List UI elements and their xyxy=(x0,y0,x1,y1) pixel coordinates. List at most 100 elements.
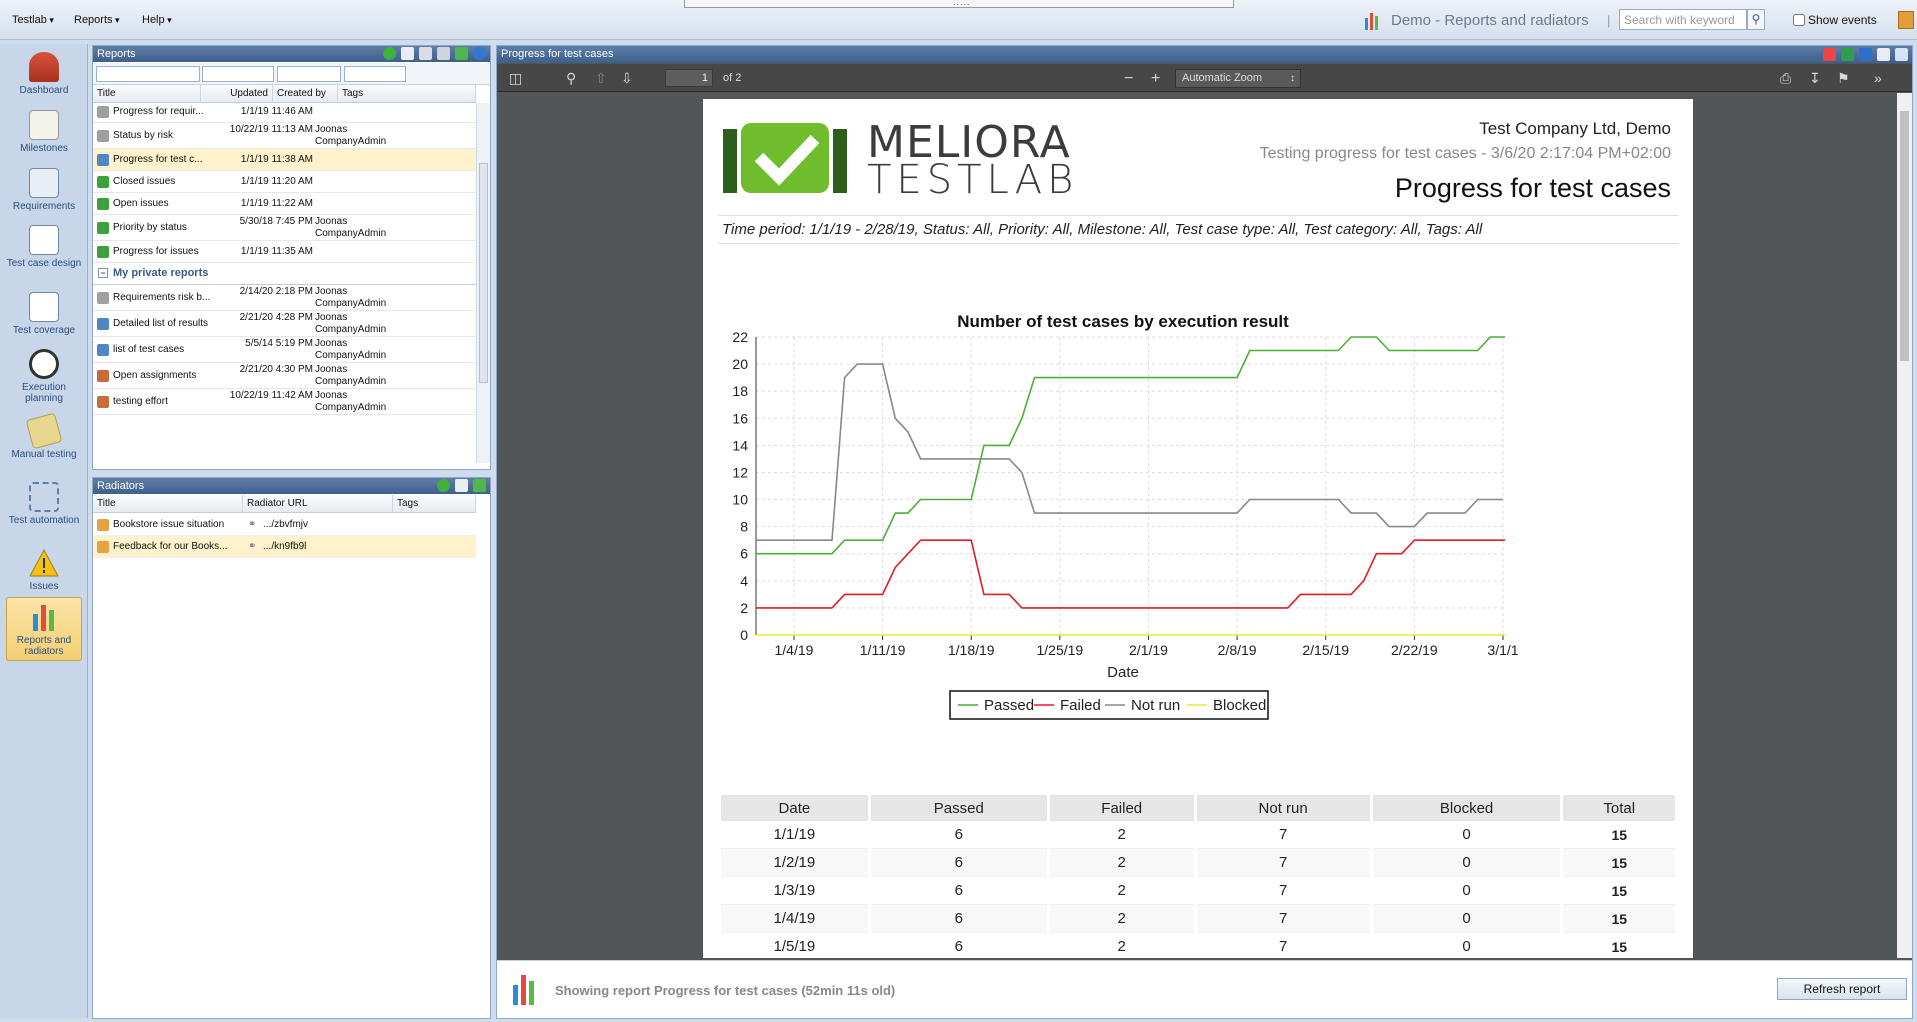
nav-issues[interactable]: Issues xyxy=(6,548,82,592)
edit-report-icon[interactable] xyxy=(1877,48,1890,61)
table-cell: 15 xyxy=(1563,877,1675,905)
tools-icon[interactable]: » xyxy=(1874,70,1882,86)
radiator-icon xyxy=(97,541,109,553)
report-row[interactable]: Status by risk 10/22/19 11:13 AM Joonas Co… xyxy=(93,123,476,149)
logo-wordmark-bottom: TESTLAB xyxy=(867,157,1079,203)
col-rad-title[interactable]: Title xyxy=(93,495,243,513)
created-by-filter-select[interactable] xyxy=(277,66,341,82)
show-events-toggle[interactable]: Show events xyxy=(1793,13,1877,27)
print-icon[interactable]: ⎙ xyxy=(1780,70,1792,86)
report-type-icon xyxy=(97,246,109,258)
menu-testlab[interactable]: Testlab xyxy=(12,14,54,26)
report-row[interactable]: Closed issues 1/1/19 11:20 AM xyxy=(93,171,476,193)
reports-scrollbar[interactable] xyxy=(476,103,490,463)
find-icon[interactable]: ⚲ xyxy=(566,70,577,86)
radiators-title: Radiators xyxy=(97,480,145,492)
report-type-icon xyxy=(97,106,109,118)
radiator-row[interactable]: Bookstore issue situation ⚭ .../zbvfmjv xyxy=(93,514,476,536)
zoom-select[interactable]: Automatic Zoom xyxy=(1175,69,1301,88)
help-icon[interactable] xyxy=(473,47,486,60)
nav-label: Reports and radiators xyxy=(16,635,72,657)
nav-dashboard[interactable]: Dashboard xyxy=(6,52,82,96)
next-page-icon[interactable]: ⇩ xyxy=(621,70,633,86)
report-row[interactable]: Detailed list of results 2/21/20 4:28 PM J… xyxy=(93,311,476,337)
nav-test-coverage[interactable]: Test coverage xyxy=(6,292,82,336)
col-tags[interactable]: Tags xyxy=(338,85,476,103)
radiator-url[interactable]: .../kn9fb9l xyxy=(263,541,307,552)
pdf-export-icon[interactable] xyxy=(1823,48,1836,61)
title-filter-input[interactable] xyxy=(96,66,200,82)
radiator-url[interactable]: .../zbvfmjv xyxy=(263,519,309,530)
meliora-logo-icon xyxy=(723,123,847,193)
pdf-scrollbar[interactable] xyxy=(1897,93,1912,958)
add-report-icon[interactable] xyxy=(383,47,396,60)
menu-reports[interactable]: Reports xyxy=(74,14,120,26)
col-updated[interactable]: Updated xyxy=(201,85,273,103)
sidebar-toggle-icon[interactable]: ◫ xyxy=(509,70,523,86)
zoom-in-icon[interactable]: + xyxy=(1151,70,1161,87)
nav-test-case-design[interactable]: Test case design xyxy=(6,225,82,269)
report-row[interactable]: Open issues 1/1/19 11:22 AM xyxy=(93,193,476,215)
nav-execution-planning[interactable]: Execution planning xyxy=(6,349,82,404)
private-reports-group[interactable]: − My private reports xyxy=(93,263,476,285)
nav-requirements[interactable]: Requirements xyxy=(6,168,82,212)
report-subtitle: Testing progress for test cases - 3/6/20… xyxy=(1259,145,1671,162)
new-radiator-icon[interactable] xyxy=(455,479,468,492)
lock-icon[interactable] xyxy=(437,47,450,60)
table-cell: 2 xyxy=(1049,849,1194,877)
word-export-icon[interactable] xyxy=(1859,48,1872,61)
report-updated: 5/5/14 5:19 PM xyxy=(245,338,313,349)
nav-manual-testing[interactable]: Manual testing xyxy=(6,412,82,460)
maximize-icon[interactable] xyxy=(1895,48,1908,61)
radiator-row[interactable]: Feedback for our Books... ⚭ .../kn9fb9l xyxy=(93,536,476,558)
drag-handle[interactable]: ..... xyxy=(684,0,1234,8)
notification-icon[interactable] xyxy=(1898,11,1914,29)
y-tick-label: 20 xyxy=(732,356,748,372)
nav-reports-and-radiators[interactable]: Reports and radiators xyxy=(6,597,82,661)
tags-filter-select[interactable] xyxy=(344,66,406,82)
search-input[interactable] xyxy=(1619,9,1747,30)
radiator-icon xyxy=(97,519,109,531)
report-row[interactable]: Progress for issues 1/1/19 11:35 AM xyxy=(93,241,476,263)
report-row[interactable]: Open assignments 2/21/20 4:30 PM Joonas Co… xyxy=(93,363,476,389)
refresh-radiators-icon[interactable] xyxy=(473,479,486,492)
report-updated: 1/1/19 11:22 AM xyxy=(240,198,313,209)
nav-milestones[interactable]: Milestones xyxy=(6,110,82,154)
col-title[interactable]: Title xyxy=(93,85,201,103)
col-created-by[interactable]: Created by xyxy=(273,85,338,103)
download-icon[interactable]: ↧ xyxy=(1809,70,1821,86)
collapse-icon[interactable]: − xyxy=(98,268,108,278)
radiator-title: Feedback for our Books... xyxy=(113,541,228,552)
page-number-input[interactable] xyxy=(665,69,713,87)
excel-export-icon[interactable] xyxy=(1841,48,1854,61)
search-icon[interactable]: ⚲ xyxy=(1747,9,1765,30)
report-row[interactable]: Priority by status 5/30/18 7:45 PM Joonas … xyxy=(93,215,476,241)
report-row[interactable]: Progress for requir... 1/1/19 11:46 AM xyxy=(93,103,476,123)
new-document-icon[interactable] xyxy=(401,47,414,60)
pdf-toolbar: ◫ ⚲ ⇧ ⇩ of 2 − + Automatic Zoom ⎙ ↧ ⚑ » xyxy=(497,64,1912,92)
report-row[interactable]: testing effort 10/22/19 11:42 AM Joonas Co… xyxy=(93,389,476,415)
top-bar: Testlab Reports Help ..... Demo - Report… xyxy=(0,0,1917,40)
table-row: 1/4/19 6 2 7 0 15 xyxy=(721,905,1675,933)
table-cell: 6 xyxy=(870,877,1047,905)
add-radiator-icon[interactable] xyxy=(437,479,450,492)
table-cell: 7 xyxy=(1197,933,1370,958)
refresh-report-button[interactable]: Refresh report xyxy=(1777,978,1907,1000)
zoom-out-icon[interactable]: − xyxy=(1124,70,1134,87)
series-line-not-run xyxy=(756,363,1503,542)
previous-page-icon[interactable]: ⇧ xyxy=(595,70,607,86)
report-row[interactable]: Progress for test c... 1/1/19 11:38 AM xyxy=(93,149,476,171)
report-row[interactable]: Requirements risk b... 2/14/20 2:18 PM Joo… xyxy=(93,285,476,311)
bookmark-icon[interactable]: ⚑ xyxy=(1837,70,1850,86)
col-rad-url[interactable]: Radiator URL xyxy=(243,495,393,513)
col-rad-tags[interactable]: Tags xyxy=(393,495,476,513)
refresh-icon[interactable] xyxy=(455,47,468,60)
menu-help[interactable]: Help xyxy=(142,14,172,26)
report-row[interactable]: list of test cases 5/5/14 5:19 PM Joonas C… xyxy=(93,337,476,363)
updated-filter-input[interactable] xyxy=(202,66,274,82)
table-cell: 15 xyxy=(1563,821,1675,849)
filter-icon[interactable] xyxy=(419,47,432,60)
show-events-checkbox[interactable] xyxy=(1793,14,1805,26)
nav-test-automation[interactable]: Test automation xyxy=(6,482,82,526)
table-cell: 15 xyxy=(1563,905,1675,933)
